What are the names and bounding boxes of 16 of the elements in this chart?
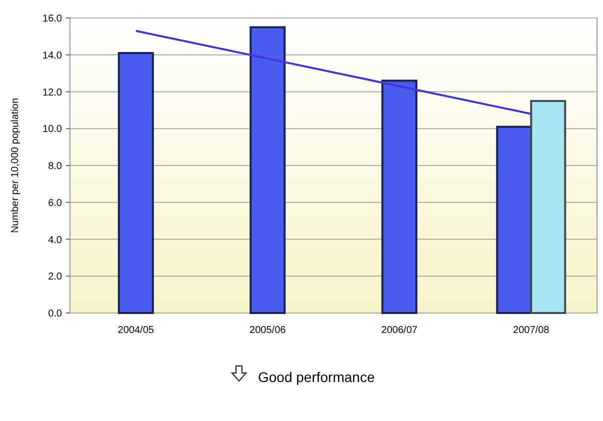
text: Good performance [258, 369, 375, 385]
y-tick-label: 10.0 [42, 124, 62, 136]
x-tick-label: 2004/05 [118, 325, 154, 336]
y-tick-label: 16.0 [42, 14, 62, 24]
y-tick-label: 6.0 [48, 198, 62, 209]
y-tick-label: 14.0 [42, 50, 62, 62]
y-axis-title: Number per 10,000 population [10, 98, 21, 234]
x-tick-label: 2006/07 [381, 325, 418, 336]
y-tick-label: 0.0 [48, 308, 62, 320]
y-tick-label: 12.0 [42, 87, 62, 98]
y-tick-label: 2.0 [48, 272, 62, 283]
x-tick-label: 2007/08 [513, 325, 550, 336]
y-tick-label: 4.0 [48, 234, 62, 246]
y-tick-label: 8.0 [48, 161, 62, 172]
x-tick-label: 2005/06 [250, 325, 286, 336]
line-series [134, 30, 532, 115]
